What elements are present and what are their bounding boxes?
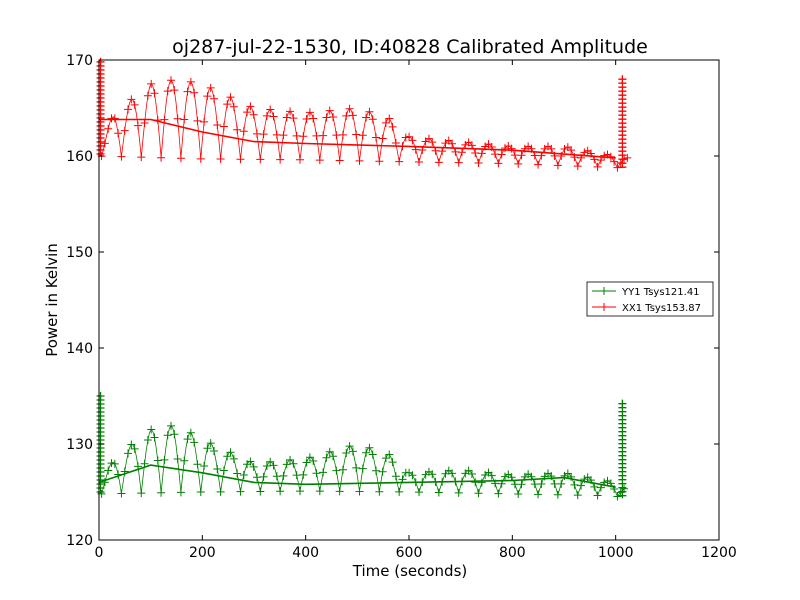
series-line (101, 425, 626, 498)
y-tick-label: 140 (66, 341, 93, 357)
y-axis-label: Power in Kelvin (43, 243, 61, 357)
legend-label: XX1 Tsys153.87 (622, 303, 701, 314)
spike-markers (618, 75, 627, 168)
legend-box (586, 281, 714, 317)
series-trend (98, 464, 616, 488)
y-tick-label: 120 (66, 533, 93, 549)
x-tick-label: 1000 (598, 545, 634, 561)
x-axis-label: Time (seconds) (352, 562, 468, 580)
legend-entries: YY1 Tsys121.41 XX1 Tsys153.87 (592, 287, 701, 314)
chart-title: oj287-jul-22-1530, ID:40828 Calibrated A… (172, 36, 648, 58)
y-tick-label: 130 (66, 437, 93, 453)
y-tick-label: 170 (66, 53, 93, 69)
spike-markers (96, 57, 105, 155)
plot-area (96, 57, 632, 501)
legend-label: YY1 Tsys121.41 (621, 287, 700, 298)
series-line (101, 79, 628, 169)
series-yy1 (96, 392, 629, 501)
x-tick-label: 800 (499, 545, 526, 561)
x-tick-label: 0 (95, 545, 104, 561)
series-trend (99, 118, 616, 159)
y-tick-label: 160 (66, 149, 93, 165)
series-xx1 (96, 57, 632, 172)
y-tick-label: 150 (66, 245, 93, 261)
x-tick-label: 1200 (701, 545, 737, 561)
legend-marker (600, 287, 608, 295)
axis-ticks: 0 200 400 600 800 1000 1200 120 130 140 150 160 170 (66, 53, 737, 561)
x-tick-label: 400 (292, 545, 319, 561)
legend: YY1 Tsys121.41 XX1 Tsys153.87 (586, 281, 714, 317)
spike-markers (618, 399, 627, 497)
x-tick-label: 600 (396, 545, 423, 561)
legend-marker (600, 303, 608, 311)
x-tick-label: 200 (189, 545, 216, 561)
series-markers (97, 421, 629, 501)
